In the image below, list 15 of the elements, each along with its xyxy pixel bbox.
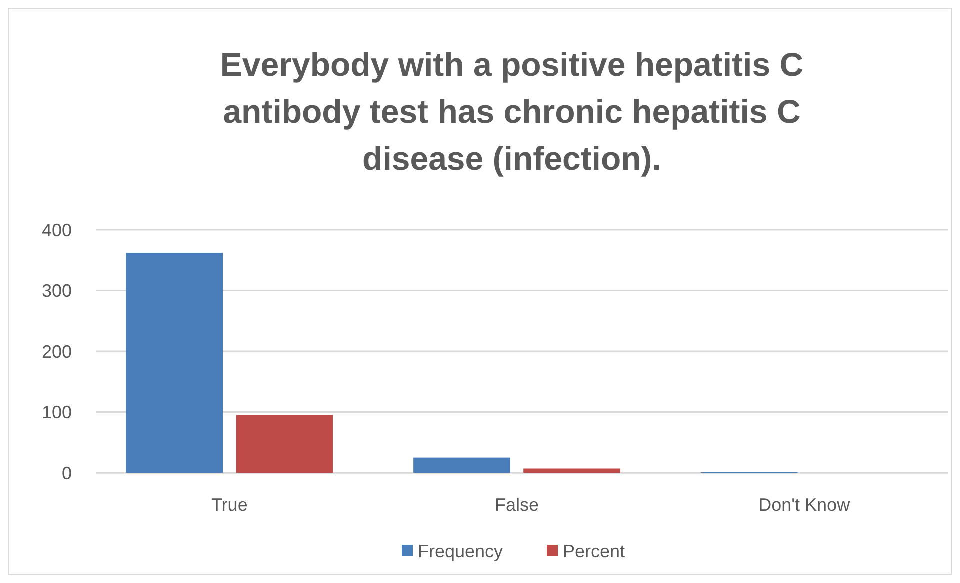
chart-title: Everybody with a positive hepatitis C antibody test has chronic hepatitis C disease (infection). xyxy=(220,46,804,177)
x-tick-label: Don't Know xyxy=(758,495,852,515)
x-tick-label: False xyxy=(494,495,540,515)
bar xyxy=(524,468,620,473)
y-tick-label: 400 xyxy=(42,220,72,240)
bar xyxy=(414,458,510,473)
bar xyxy=(236,415,334,473)
legend-label: Frequency xyxy=(418,541,504,562)
x-tick-label: True xyxy=(211,495,248,515)
y-tick-label: 100 xyxy=(42,402,72,423)
y-tick-label: 0 xyxy=(62,463,72,484)
bar xyxy=(126,253,224,473)
y-tick-label: 200 xyxy=(42,342,72,362)
y-tick-label: 300 xyxy=(42,281,72,302)
legend-label: Percent xyxy=(563,541,626,562)
